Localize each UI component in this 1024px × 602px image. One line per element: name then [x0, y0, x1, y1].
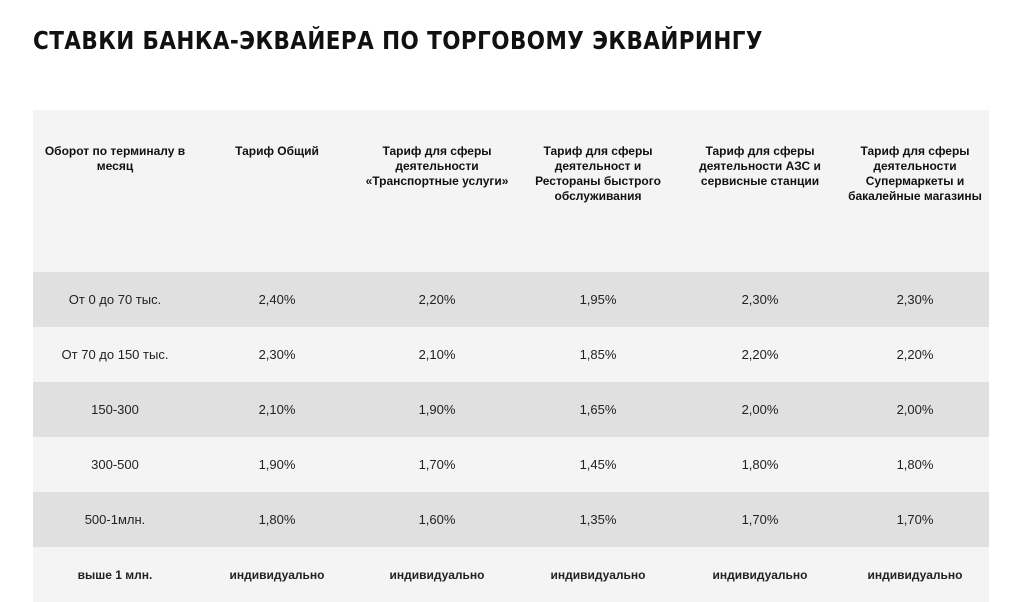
cell-supermarkets: 1,80% — [841, 437, 989, 492]
cell-gas-stations: 2,00% — [679, 382, 841, 437]
header-tariff-restaurants: Тариф для сферы деятельност и Рестораны … — [517, 110, 679, 272]
rates-table: Оборот по терминалу в месяц Тариф Общий … — [33, 110, 989, 602]
cell-transport: 2,20% — [357, 272, 517, 327]
cell-turnover: 500-1млн. — [33, 492, 197, 547]
header-tariff-supermarkets: Тариф для сферы деятельности Супермаркет… — [841, 110, 989, 272]
cell-general: 1,90% — [197, 437, 357, 492]
cell-gas-stations: индивидуально — [679, 547, 841, 602]
cell-turnover: выше 1 млн. — [33, 547, 197, 602]
cell-supermarkets: индивидуально — [841, 547, 989, 602]
cell-general: 1,80% — [197, 492, 357, 547]
cell-turnover: 150-300 — [33, 382, 197, 437]
header-tariff-general: Тариф Общий — [197, 110, 357, 272]
cell-restaurants: 1,45% — [517, 437, 679, 492]
cell-turnover: От 70 до 150 тыс. — [33, 327, 197, 382]
header-tariff-transport: Тариф для сферы деятельности «Транспортн… — [357, 110, 517, 272]
page-title: СТАВКИ БАНКА-ЭКВАЙЕРА ПО ТОРГОВОМУ ЭКВАЙ… — [33, 26, 763, 55]
table-row: выше 1 млн. индивидуально индивидуально … — [33, 547, 989, 602]
table-row: 500-1млн. 1,80% 1,60% 1,35% 1,70% 1,70% — [33, 492, 989, 547]
cell-supermarkets: 2,20% — [841, 327, 989, 382]
table-row: От 0 до 70 тыс. 2,40% 2,20% 1,95% 2,30% … — [33, 272, 989, 327]
cell-general: 2,30% — [197, 327, 357, 382]
cell-transport: индивидуально — [357, 547, 517, 602]
cell-gas-stations: 2,20% — [679, 327, 841, 382]
cell-supermarkets: 1,70% — [841, 492, 989, 547]
cell-gas-stations: 2,30% — [679, 272, 841, 327]
table-header-row: Оборот по терминалу в месяц Тариф Общий … — [33, 110, 989, 272]
table-row: 150-300 2,10% 1,90% 1,65% 2,00% 2,00% — [33, 382, 989, 437]
cell-transport: 1,60% — [357, 492, 517, 547]
cell-restaurants: 1,85% — [517, 327, 679, 382]
cell-general: индивидуально — [197, 547, 357, 602]
cell-transport: 1,90% — [357, 382, 517, 437]
header-tariff-gas-stations: Тариф для сферы деятельности АЗС и серви… — [679, 110, 841, 272]
cell-general: 2,10% — [197, 382, 357, 437]
cell-supermarkets: 2,30% — [841, 272, 989, 327]
cell-turnover: От 0 до 70 тыс. — [33, 272, 197, 327]
rates-table-container: Оборот по терминалу в месяц Тариф Общий … — [33, 110, 989, 602]
header-turnover: Оборот по терминалу в месяц — [33, 110, 197, 272]
cell-restaurants: 1,65% — [517, 382, 679, 437]
cell-supermarkets: 2,00% — [841, 382, 989, 437]
cell-restaurants: 1,95% — [517, 272, 679, 327]
cell-restaurants: 1,35% — [517, 492, 679, 547]
cell-gas-stations: 1,70% — [679, 492, 841, 547]
table-row: 300-500 1,90% 1,70% 1,45% 1,80% 1,80% — [33, 437, 989, 492]
cell-transport: 1,70% — [357, 437, 517, 492]
cell-restaurants: индивидуально — [517, 547, 679, 602]
table-row: От 70 до 150 тыс. 2,30% 2,10% 1,85% 2,20… — [33, 327, 989, 382]
cell-transport: 2,10% — [357, 327, 517, 382]
cell-turnover: 300-500 — [33, 437, 197, 492]
cell-general: 2,40% — [197, 272, 357, 327]
cell-gas-stations: 1,80% — [679, 437, 841, 492]
